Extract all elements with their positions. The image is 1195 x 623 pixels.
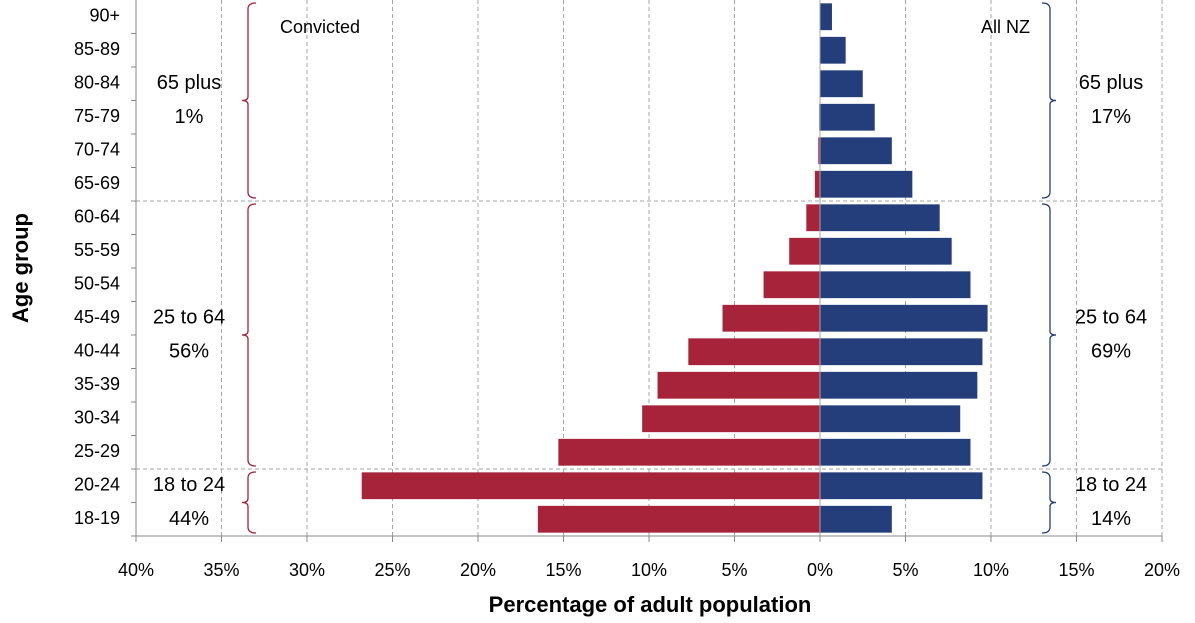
group-value: 17% [1091,106,1131,128]
bar [657,371,820,399]
y-tick-label: 40-44 [74,341,120,361]
y-tick-label: 25-29 [74,441,120,461]
bar [361,472,820,500]
bar [820,237,952,265]
x-tick-label: 25% [374,560,410,580]
x-tick-label: 5% [721,560,747,580]
bracket [241,2,257,199]
x-axis-title: Percentage of adult population [489,592,812,617]
y-tick-label: 60-64 [74,207,120,227]
bar [820,3,832,31]
bar [814,170,820,198]
group-label: 25 to 64 [1075,306,1147,328]
y-tick-label: 35-39 [74,374,120,394]
bracket [1041,2,1057,199]
x-tick-label: 0% [807,560,833,580]
y-tick-label: 45-49 [74,307,120,327]
group-label: 65 plus [157,72,222,94]
bar [820,505,892,533]
group-label: 18 to 24 [153,474,225,496]
bar [820,103,875,131]
bar [537,505,820,533]
y-tick-label: 30-34 [74,408,120,428]
bar [806,204,820,232]
bar [820,70,863,98]
x-tick-label: 20% [1144,560,1180,580]
bar [820,137,892,165]
bar [820,438,971,466]
bar [820,271,971,299]
group-label: 25 to 64 [153,306,225,328]
bar [688,338,820,366]
bar [820,371,978,399]
bar [820,304,988,332]
y-tick-label: 20-24 [74,475,120,495]
y-axis-title: Age group [8,213,33,323]
x-tick-label: 10% [631,560,667,580]
group-value: 44% [169,508,209,530]
x-tick-label: 35% [203,560,239,580]
bar [820,338,983,366]
group-value: 1% [175,106,204,128]
x-tick-label: 5% [892,560,918,580]
x-tick-label: 40% [118,560,154,580]
bracket [1041,471,1057,534]
bar [820,472,983,500]
y-tick-label: 75-79 [74,106,120,126]
series-label: All NZ [981,17,1030,37]
x-tick-label: 15% [545,560,581,580]
group-label: 18 to 24 [1075,474,1147,496]
x-tick-label: 20% [460,560,496,580]
bar [820,170,913,198]
bar [820,36,846,64]
series-label: Convicted [280,17,360,37]
y-tick-label: 70-74 [74,140,120,160]
x-tick-label: 30% [289,560,325,580]
group-value: 14% [1091,508,1131,530]
bracket [241,203,257,467]
group-value: 56% [169,340,209,362]
bar [818,137,820,165]
group-label: 65 plus [1079,72,1144,94]
y-tick-label: 55-59 [74,240,120,260]
x-tick-label: 10% [973,560,1009,580]
x-tick-label: 15% [1058,560,1094,580]
bar [820,405,961,433]
bar [558,438,820,466]
y-tick-label: 85-89 [74,39,120,59]
group-value: 69% [1091,340,1131,362]
bracket [1041,203,1057,467]
y-tick-label: 90+ [89,6,120,26]
y-tick-label: 80-84 [74,73,120,93]
y-tick-label: 65-69 [74,173,120,193]
bracket [241,471,257,534]
bar [820,204,940,232]
bar [789,237,820,265]
y-tick-label: 50-54 [74,274,120,294]
bar [763,271,820,299]
bar [642,405,820,433]
y-tick-label: 18-19 [74,508,120,528]
bar [722,304,820,332]
